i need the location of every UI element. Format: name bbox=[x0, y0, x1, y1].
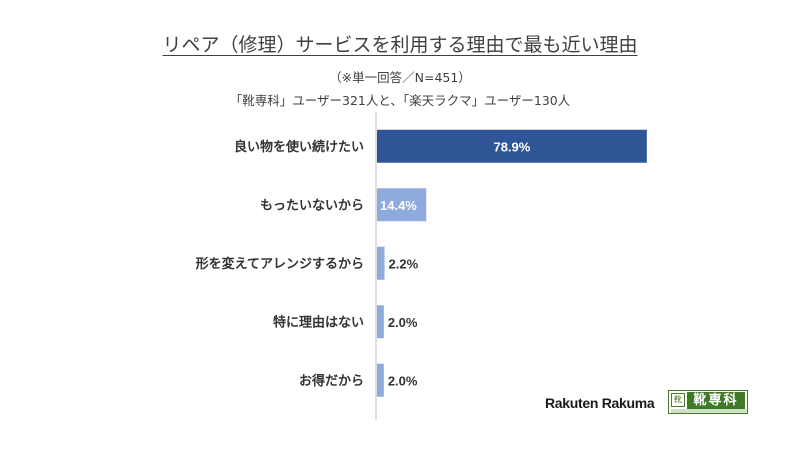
chart-subtitle-note: （※単一回答／N=451） bbox=[329, 70, 471, 85]
category-label: お得だから bbox=[299, 373, 364, 389]
category-label: もったいないから bbox=[260, 198, 364, 213]
value-label: 2.0% bbox=[388, 373, 418, 388]
category-label: 特に理由はない bbox=[273, 314, 364, 330]
value-label: 2.2% bbox=[389, 256, 419, 271]
kutsusenka-logo: 靴 靴専科 bbox=[668, 390, 748, 414]
bar bbox=[377, 363, 384, 397]
kutsusenka-mark-icon: 靴 bbox=[671, 393, 685, 407]
category-label: 良い物を使い続けたい bbox=[234, 139, 364, 155]
kutsusenka-logo-text: 靴専科 bbox=[687, 392, 745, 409]
value-label: 2.0% bbox=[388, 315, 418, 330]
value-label: 14.4% bbox=[380, 198, 417, 213]
category-label: 形を変えてアレンジするから bbox=[196, 256, 364, 272]
bar bbox=[377, 305, 384, 339]
bar bbox=[377, 188, 427, 222]
bar bbox=[377, 129, 647, 163]
bars-group: 良い物を使い続けたい 78.9% もったいないから 14.4% 形を変えてアレンジするか… bbox=[196, 129, 647, 397]
chart-subtitle-respondents: 「靴専科」ユーザー321人と、「楽天ラクマ」ユーザー130人 bbox=[229, 93, 571, 108]
chart-title: リペア（修理）サービスを利用する理由で最も近い理由 bbox=[162, 34, 638, 56]
rakuten-rakuma-logo: Rakuten Rakuma bbox=[545, 395, 655, 411]
bar bbox=[377, 246, 385, 280]
kutsusenka-tagline-bar bbox=[671, 409, 747, 413]
value-label: 78.9% bbox=[493, 139, 530, 154]
